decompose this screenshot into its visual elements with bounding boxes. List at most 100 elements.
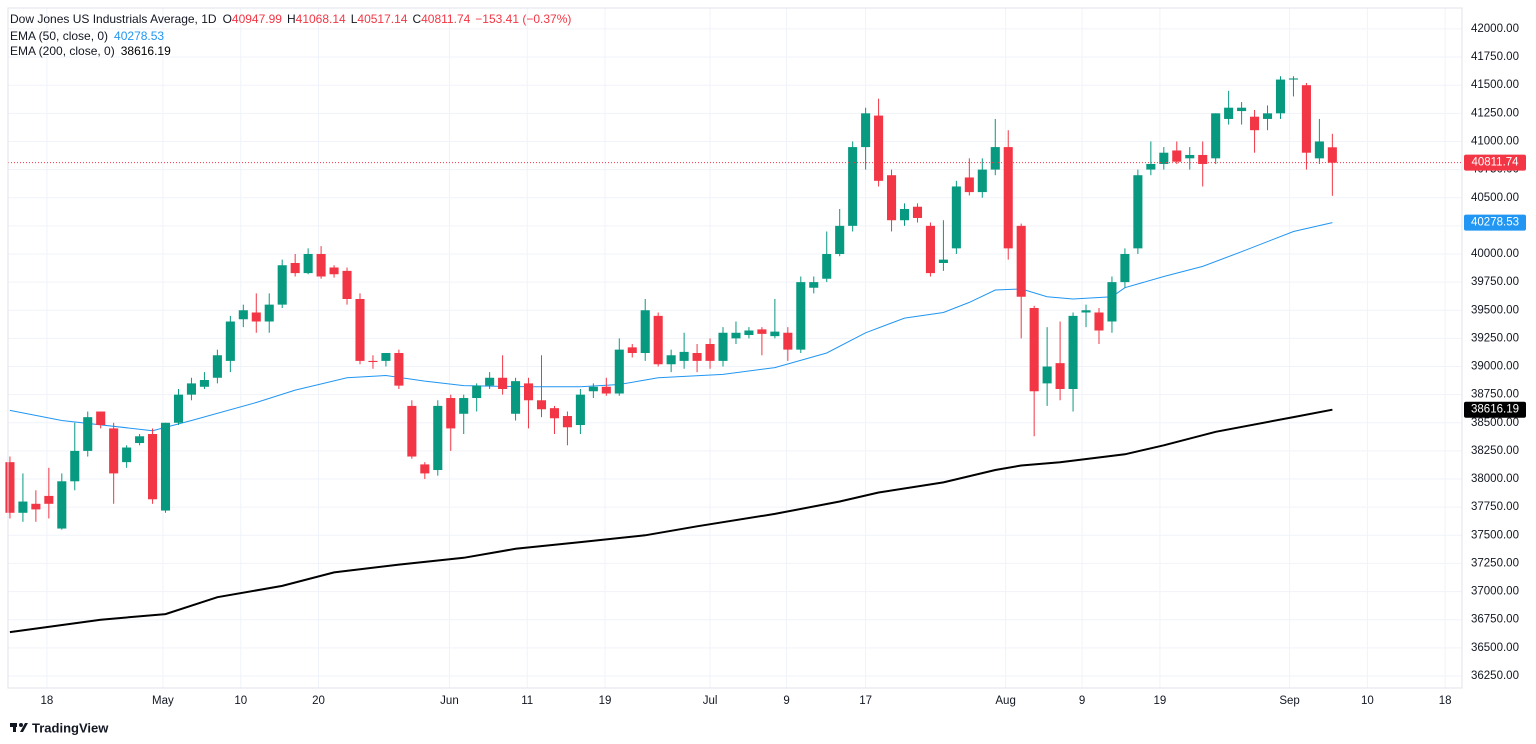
legend-text: EMA (200, close, 0): [10, 44, 115, 58]
legend-text: O: [223, 12, 232, 26]
candle-body: [640, 310, 650, 354]
candle-body: [1133, 175, 1143, 249]
candle-body: [446, 398, 456, 429]
candle-body: [329, 267, 339, 275]
x-tick-label: Jun: [440, 695, 459, 707]
y-tick-label: 37000.00: [1471, 586, 1519, 598]
candle-body: [653, 315, 663, 365]
candle-body: [848, 147, 858, 226]
footer-brand: TradingView: [32, 720, 109, 735]
candle-body: [160, 422, 171, 511]
candle-body: [562, 416, 572, 428]
candle-body: [1042, 366, 1052, 384]
legend-text: H: [287, 12, 296, 26]
candle-body: [57, 481, 67, 529]
y-tick-label: 41000.00: [1471, 135, 1519, 147]
candle-body: [1016, 225, 1026, 297]
candle-body: [122, 447, 132, 463]
y-tick-label: 39750.00: [1471, 276, 1519, 288]
candle-body: [899, 208, 910, 221]
candle-body: [5, 462, 15, 513]
candle-body: [1262, 113, 1273, 119]
y-tick-label: 36750.00: [1471, 614, 1519, 626]
logo: [10, 723, 28, 732]
candle-body: [523, 383, 534, 401]
candle-body: [173, 394, 184, 423]
candle-body: [718, 332, 728, 361]
y-tick-label: 38750.00: [1471, 389, 1519, 401]
candle-body: [420, 464, 430, 474]
legend-text: L: [351, 12, 358, 26]
candle-body: [264, 304, 274, 322]
candle-body: [1301, 85, 1311, 153]
y-tick-label: 38500.00: [1471, 417, 1519, 429]
candle-body: [1288, 78, 1298, 80]
candle-body: [498, 377, 508, 390]
candle-body: [692, 353, 702, 361]
candle-body: [251, 312, 261, 322]
x-tick-label: 10: [234, 695, 247, 707]
price-box-label: 40811.74: [1471, 157, 1519, 169]
y-tick-label: 40500.00: [1471, 192, 1519, 204]
candle-body: [1003, 147, 1013, 249]
candle-body: [887, 175, 897, 221]
candle-body: [511, 381, 521, 414]
candle-body: [433, 405, 443, 471]
y-tick-label: 36250.00: [1471, 670, 1519, 682]
candle-body: [549, 408, 560, 419]
candle-body: [1327, 147, 1337, 163]
candle-body: [822, 253, 832, 279]
x-tick-label: 18: [40, 695, 53, 707]
candle-body: [394, 353, 404, 386]
legend-text: 40811.74: [421, 12, 470, 26]
ema-line: [9, 408, 1333, 634]
y-tick-label: 42000.00: [1471, 23, 1519, 35]
candle-body: [588, 386, 598, 392]
candle-body: [874, 115, 884, 181]
candle-body: [938, 259, 948, 263]
candle-body: [796, 282, 806, 350]
candle-body: [199, 380, 209, 387]
candle-body: [731, 332, 741, 339]
x-tick-label: May: [152, 695, 174, 707]
candle-body: [912, 206, 923, 218]
y-tick-label: 37750.00: [1471, 501, 1519, 513]
candle-body: [277, 265, 287, 305]
candle-body: [96, 411, 106, 426]
logo-part: [20, 723, 28, 732]
candle-body: [44, 495, 54, 504]
y-tick-label: 39000.00: [1471, 361, 1519, 373]
x-tick-label: 19: [599, 695, 612, 707]
candle-body: [1146, 163, 1156, 170]
price-box: [1464, 214, 1526, 231]
candle-body: [770, 331, 780, 337]
candle-body: [951, 186, 961, 249]
candle-body: [70, 450, 80, 482]
legend-text: 40517.14: [357, 12, 407, 26]
candle-body: [355, 298, 365, 361]
candle-body: [342, 270, 352, 299]
candle-body: [1237, 107, 1247, 112]
candle-body: [1159, 152, 1169, 164]
candle-body: [212, 355, 222, 378]
candle-body: [861, 113, 871, 148]
candle-body: [1094, 312, 1104, 331]
candle-body: [407, 405, 417, 457]
candle-body: [757, 329, 767, 334]
price-box-label: 38616.19: [1471, 404, 1519, 416]
y-tick-label: 39500.00: [1471, 304, 1519, 316]
y-tick-label: 41250.00: [1471, 107, 1519, 119]
x-tick-label: 20: [312, 695, 325, 707]
x-tick-label: Sep: [1279, 695, 1299, 707]
candle-body: [575, 394, 585, 426]
candle-body: [614, 349, 624, 394]
y-tick-label: 38250.00: [1471, 445, 1519, 457]
candle-body: [83, 417, 93, 451]
candle-body: [1250, 116, 1260, 131]
plot-frame: [7, 7, 1463, 689]
x-tick-label: 17: [859, 695, 872, 707]
candle-body: [238, 310, 248, 320]
candle-body: [679, 351, 689, 361]
candle-body: [744, 330, 754, 336]
candle-body: [381, 353, 391, 361]
